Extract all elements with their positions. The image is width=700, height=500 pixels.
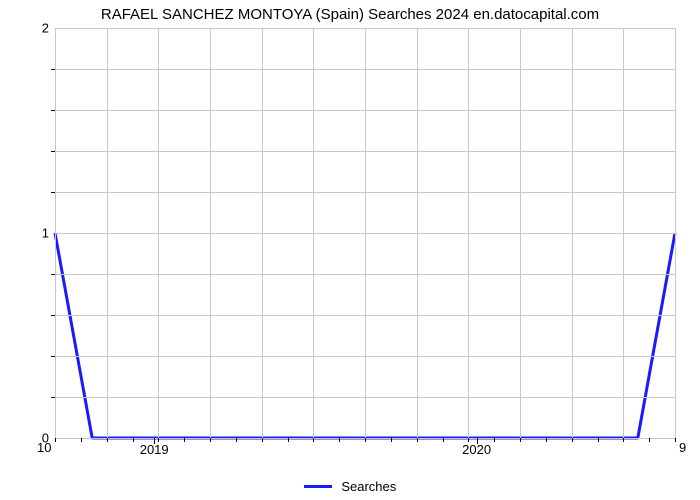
- x-axis-minor-tick: [107, 438, 108, 442]
- x-axis-minor-tick: [313, 438, 314, 442]
- gridline-horizontal: [55, 397, 675, 398]
- x-axis-minor-tick: [210, 438, 211, 442]
- x-axis-minor-tick: [675, 438, 676, 442]
- x-axis-minor-tick: [494, 438, 495, 442]
- chart-title: RAFAEL SANCHEZ MONTOYA (Spain) Searches …: [0, 6, 700, 23]
- x-axis-minor-tick: [598, 438, 599, 442]
- x-axis-minor-tick: [158, 438, 159, 442]
- x-axis-minor-tick: [520, 438, 521, 442]
- gridline-horizontal: [55, 110, 675, 111]
- x-axis-minor-tick: [365, 438, 366, 442]
- x-axis-minor-tick: [417, 438, 418, 442]
- x-axis-minor-tick: [288, 438, 289, 442]
- plot-area: 01220192020: [55, 28, 675, 438]
- gridline-horizontal: [55, 69, 675, 70]
- gridline-vertical: [675, 28, 676, 438]
- gridline-horizontal: [55, 192, 675, 193]
- x-axis-minor-tick: [649, 438, 650, 442]
- gridline-horizontal: [55, 315, 675, 316]
- corner-label-bottom-left: 10: [37, 440, 51, 455]
- x-axis-major-tick: [154, 438, 155, 444]
- corner-label-bottom-right: 9: [679, 440, 686, 455]
- x-axis-minor-tick: [443, 438, 444, 442]
- gridline-horizontal: [55, 151, 675, 152]
- chart-container: RAFAEL SANCHEZ MONTOYA (Spain) Searches …: [0, 0, 700, 500]
- x-axis-minor-tick: [623, 438, 624, 442]
- x-axis-minor-tick: [236, 438, 237, 442]
- legend: Searches: [0, 478, 700, 494]
- x-axis-minor-tick: [133, 438, 134, 442]
- x-axis-minor-tick: [339, 438, 340, 442]
- gridline-horizontal: [55, 356, 675, 357]
- legend-swatch: [304, 485, 332, 488]
- x-axis-minor-tick: [572, 438, 573, 442]
- x-axis-minor-tick: [184, 438, 185, 442]
- x-axis-minor-tick: [55, 438, 56, 442]
- y-axis-tick-label: 1: [42, 226, 55, 241]
- x-axis-major-tick: [477, 438, 478, 444]
- legend-label: Searches: [341, 479, 396, 494]
- x-axis-minor-tick: [81, 438, 82, 442]
- y-axis-minor-tick: [51, 192, 55, 193]
- y-axis-minor-tick: [51, 69, 55, 70]
- y-axis-minor-tick: [51, 110, 55, 111]
- gridline-horizontal: [55, 233, 675, 234]
- y-axis-minor-tick: [51, 274, 55, 275]
- gridline-horizontal: [55, 274, 675, 275]
- y-axis-minor-tick: [51, 356, 55, 357]
- y-axis-minor-tick: [51, 151, 55, 152]
- y-axis-tick-label: 2: [42, 21, 55, 36]
- y-axis-minor-tick: [51, 397, 55, 398]
- x-axis-minor-tick: [262, 438, 263, 442]
- y-axis-minor-tick: [51, 315, 55, 316]
- gridline-horizontal: [55, 28, 675, 29]
- x-axis-minor-tick: [546, 438, 547, 442]
- x-axis-minor-tick: [468, 438, 469, 442]
- x-axis-minor-tick: [391, 438, 392, 442]
